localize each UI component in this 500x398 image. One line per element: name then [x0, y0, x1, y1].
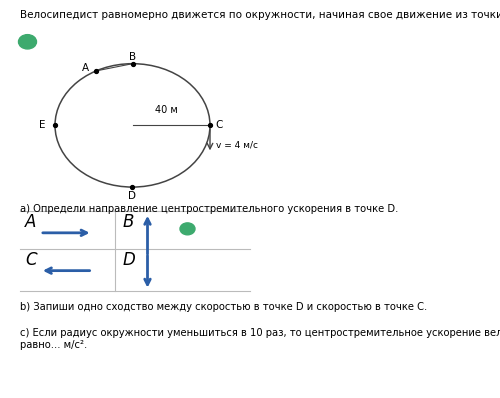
Text: A: A	[25, 213, 36, 231]
Text: C: C	[25, 251, 36, 269]
Text: Велосипедист равномерно движется по окружности, начиная свое движение из точки А: Велосипедист равномерно движется по окру…	[20, 10, 500, 20]
Text: а) Определи направление центростремительного ускорения в точке D.: а) Определи направление центростремитель…	[20, 204, 398, 214]
Text: v = 4 м/с: v = 4 м/с	[216, 141, 258, 150]
Text: E: E	[40, 120, 46, 131]
Text: c) Если радиус окружности уменьшиться в 10 раз, то центростремительное ускорение: c) Если радиус окружности уменьшиться в …	[20, 328, 500, 350]
Text: D: D	[128, 191, 136, 201]
Circle shape	[18, 35, 36, 49]
Text: B: B	[122, 213, 134, 231]
Text: C: C	[216, 120, 222, 131]
Text: 40 м: 40 м	[155, 105, 178, 115]
Circle shape	[180, 223, 195, 235]
Text: B: B	[129, 51, 136, 62]
Text: A: A	[82, 63, 88, 73]
Text: D: D	[122, 251, 135, 269]
Text: b) Запиши одно сходство между скоростью в точке D и скоростью в точке С.: b) Запиши одно сходство между скоростью …	[20, 302, 427, 312]
